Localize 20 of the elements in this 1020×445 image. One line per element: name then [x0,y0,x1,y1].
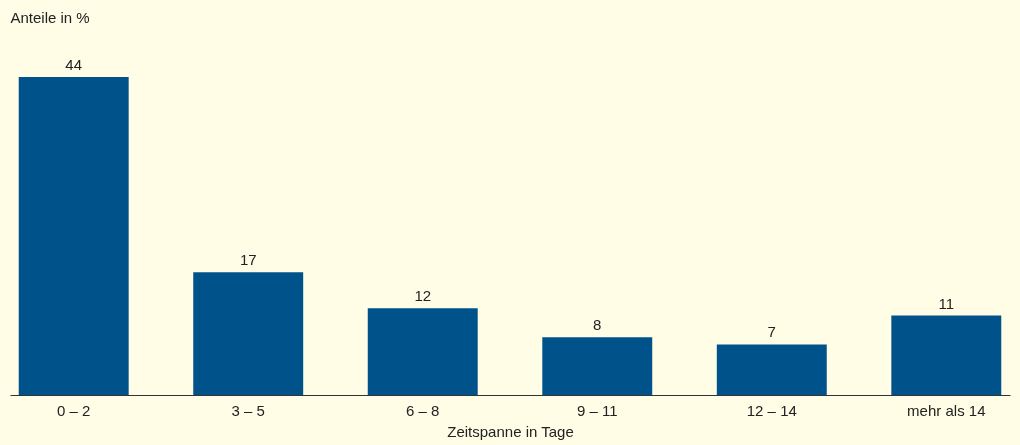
bar [716,344,827,395]
bar [367,308,478,395]
bar [542,337,653,395]
x-tick-label: 3 – 5 [231,401,265,419]
x-tick-label: mehr als 14 [907,401,986,419]
x-axis-title: Zeitspanne in Tage [447,422,574,440]
bar [193,272,304,395]
x-tick-label: 9 – 11 [576,401,618,419]
x-tick-label: 0 – 2 [57,401,91,419]
data-label: 44 [65,56,83,73]
y-axis-title: Anteile in % [10,8,90,26]
data-label: 11 [938,294,955,312]
data-label: 7 [767,323,776,341]
bar [891,315,1002,395]
x-tick-label: 6 – 8 [406,401,440,419]
data-label: 12 [414,287,432,305]
data-label: 8 [593,316,602,334]
x-tick-label: 12 – 14 [746,401,797,419]
data-label: 17 [239,251,257,269]
bar [18,77,129,395]
